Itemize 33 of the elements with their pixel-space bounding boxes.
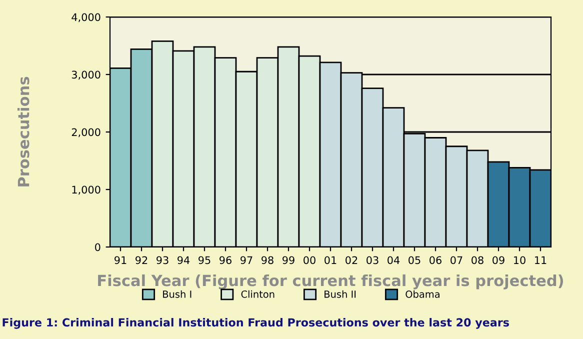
- y-tick-label: 1,000: [72, 186, 100, 195]
- x-tick-label: 05: [408, 256, 420, 264]
- x-tick-label: 04: [388, 256, 400, 264]
- x-tick-label: 03: [366, 256, 378, 264]
- legend-label: Bush I: [163, 290, 192, 298]
- x-tick-label: 96: [220, 256, 232, 264]
- x-tick-label: 06: [430, 256, 442, 264]
- x-tick-label: 93: [156, 256, 168, 264]
- x-tick-label: 99: [282, 256, 294, 264]
- x-tick-label: 07: [450, 256, 462, 264]
- x-tick-label: 92: [136, 256, 148, 264]
- x-tick-label: 00: [304, 256, 316, 264]
- legend-label: Bush II: [324, 290, 356, 298]
- x-tick-label: 11: [535, 256, 546, 264]
- x-tick-label: 91: [114, 256, 126, 264]
- y-tick-label: 0: [95, 243, 100, 252]
- x-tick-label: 94: [178, 256, 190, 264]
- caption: Figure 1: Criminal Financial Institution Fraud Prosecutions over the last 20 years: [2, 318, 509, 329]
- y-axis-title: Prosecutions: [17, 76, 30, 186]
- y-tick-label: 4,000: [72, 13, 100, 22]
- x-tick-label: 01: [324, 256, 336, 264]
- x-tick-label: 98: [262, 256, 274, 264]
- legend-label: Clinton: [241, 290, 274, 298]
- x-tick-label: 95: [198, 256, 210, 264]
- y-tick-label: 2,000: [72, 128, 100, 138]
- y-tick-label: 3,000: [72, 70, 100, 80]
- x-tick-label: 10: [514, 256, 526, 264]
- x-axis-title: Fiscal Year (Figure for current fiscal year is projected): [98, 274, 564, 290]
- x-tick-label: 09: [492, 256, 504, 264]
- x-tick-label: 97: [240, 256, 252, 264]
- x-tick-label: 08: [472, 256, 484, 264]
- x-tick-label: 02: [346, 256, 358, 264]
- legend-label: Obama: [406, 290, 440, 298]
